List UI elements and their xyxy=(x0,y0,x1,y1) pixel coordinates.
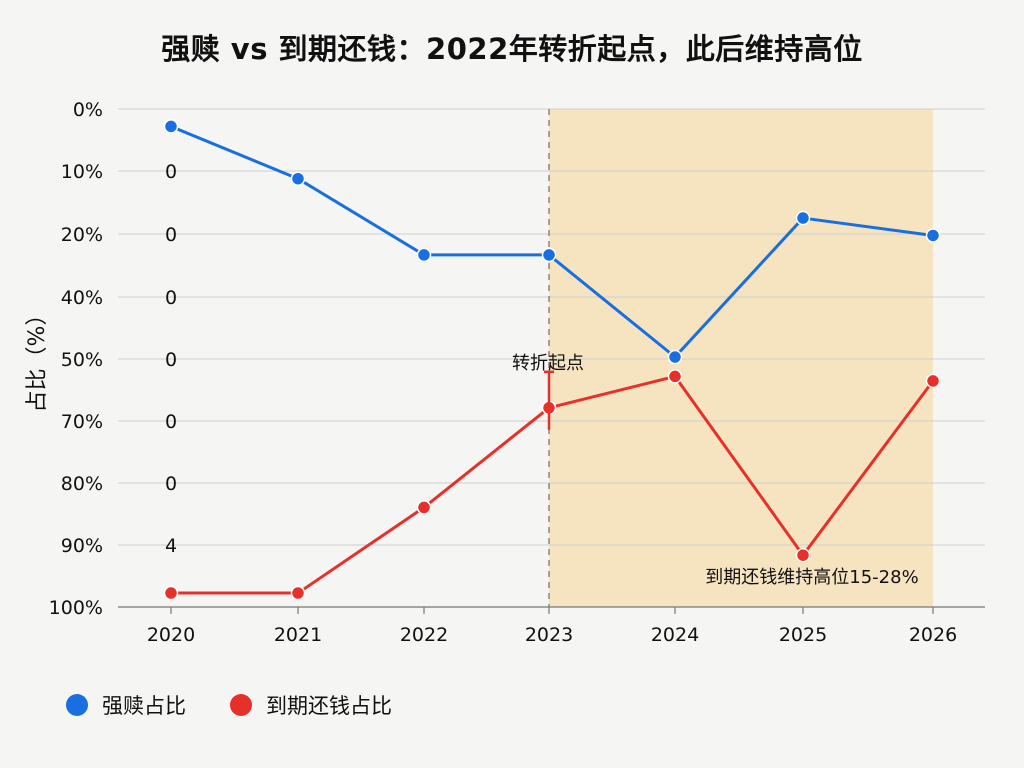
y-tick-label: 80% xyxy=(61,473,103,495)
legend-item-redemption: 强赎占比 xyxy=(66,690,186,720)
stray-label: 0 xyxy=(165,349,177,371)
y-tick-label: 10% xyxy=(61,161,103,183)
x-tick-label: 2021 xyxy=(274,624,322,646)
chart-title: 强赎 vs 到期还钱：2022年转折起点，此后维持高位 xyxy=(161,32,863,66)
legend-item-maturity: 到期还钱占比 xyxy=(230,690,392,720)
x-tick-label: 2020 xyxy=(147,624,195,646)
y-tick-label: 90% xyxy=(61,535,103,557)
highlight-region xyxy=(549,109,933,607)
y-tick-label: 50% xyxy=(61,349,103,371)
stray-label: 0 xyxy=(165,287,177,309)
x-tick-label: 2022 xyxy=(400,624,448,646)
x-tick-label: 2026 xyxy=(909,624,957,646)
y-tick-label: 0% xyxy=(73,99,103,121)
stray-label: 0 xyxy=(165,473,177,495)
data-point xyxy=(541,247,557,263)
data-point xyxy=(667,349,683,365)
data-point xyxy=(795,210,811,226)
legend-marker-blue xyxy=(66,694,88,716)
legend-label-redemption: 强赎占比 xyxy=(102,694,186,718)
y-tick-label: 70% xyxy=(61,411,103,433)
y-axis-label: 占比（%） xyxy=(25,304,50,413)
stray-label: 0 xyxy=(165,161,177,183)
y-tick-label: 100% xyxy=(49,597,103,619)
x-tick-label: 2025 xyxy=(779,624,827,646)
stray-label: 0 xyxy=(165,411,177,433)
data-point xyxy=(416,500,432,515)
data-point xyxy=(925,373,941,389)
data-point xyxy=(925,228,941,243)
data-point xyxy=(667,369,683,384)
legend-label-maturity: 到期还钱占比 xyxy=(266,694,392,718)
legend-marker-red xyxy=(230,694,252,716)
stray-label: 0 xyxy=(165,224,177,246)
x-tick-label: 2023 xyxy=(525,624,573,646)
data-point xyxy=(163,119,179,134)
data-point xyxy=(163,585,179,601)
annotation-turning-point: 转折起点 xyxy=(512,353,584,374)
data-point xyxy=(290,585,306,601)
stray-label: 4 xyxy=(165,535,177,557)
data-point xyxy=(795,547,811,563)
x-tick-label: 2024 xyxy=(651,624,699,646)
legend: 强赎占比 到期还钱占比 xyxy=(66,690,392,720)
annotation-high-level: 到期还钱维持高位15-28% xyxy=(705,567,918,588)
data-point xyxy=(290,171,306,186)
y-tick-label: 40% xyxy=(61,287,103,309)
data-point xyxy=(416,247,432,263)
y-tick-label: 20% xyxy=(61,224,103,246)
